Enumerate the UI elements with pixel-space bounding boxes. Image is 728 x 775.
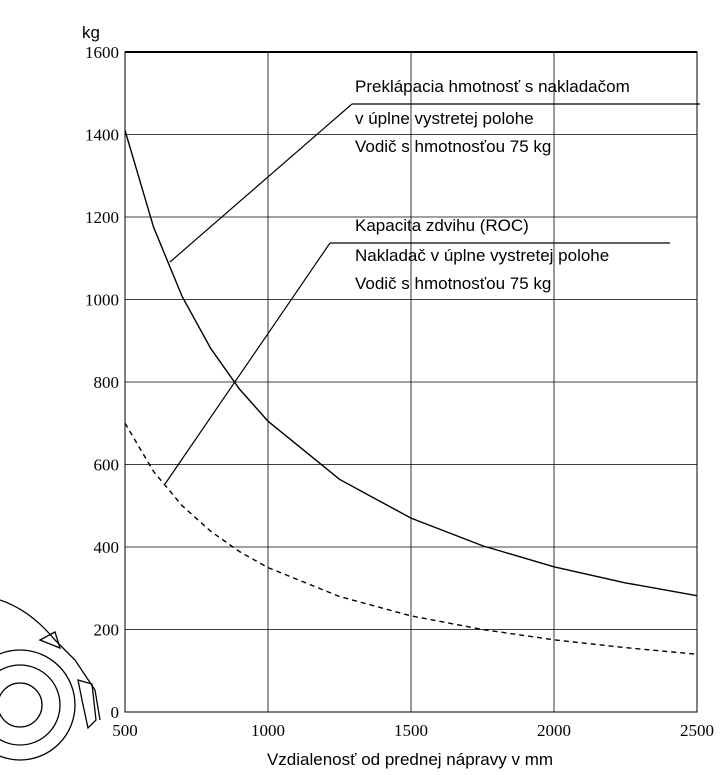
x-tick-label: 2000 (537, 721, 571, 740)
leader-lines (165, 104, 700, 484)
y-tick-label: 800 (94, 373, 120, 392)
y-tick-label: 1600 (85, 43, 119, 62)
y-unit: kg (82, 23, 100, 42)
y-tick-label: 600 (94, 456, 120, 475)
annotation-text: v úplne vystretej polohe (355, 109, 534, 128)
y-tick-label: 400 (94, 538, 120, 557)
annotation-text: Vodič s hmotnosťou 75 kg (355, 137, 551, 156)
x-tick-label: 1000 (251, 721, 285, 740)
annotation-text: Vodič s hmotnosťou 75 kg (355, 274, 551, 293)
y-tick-label: 1000 (85, 291, 119, 310)
x-tick-label: 1500 (394, 721, 428, 740)
annotation-text: Kapacita zdvihu (ROC) (355, 216, 529, 235)
x-axis-title: Vzdialenosť od prednej nápravy v mm (267, 750, 553, 769)
annotation-text: Nakladač v úplne vystretej polohe (355, 246, 609, 265)
y-tick-label: 200 (94, 621, 120, 640)
x-tick-label: 500 (112, 721, 138, 740)
chart: kg Vzdialenosť od prednej nápravy v mm 0… (0, 0, 728, 775)
y-tick-label: 0 (111, 703, 120, 722)
annotation-text: Preklápacia hmotnosť s nakladačom (355, 77, 630, 96)
loader-drawing (0, 600, 100, 760)
x-tick-label: 2500 (680, 721, 714, 740)
y-tick-label: 1400 (85, 126, 119, 145)
y-tick-label: 1200 (85, 208, 119, 227)
